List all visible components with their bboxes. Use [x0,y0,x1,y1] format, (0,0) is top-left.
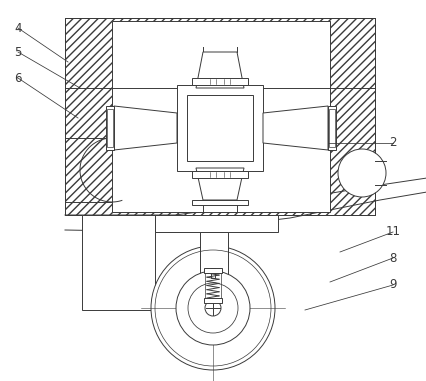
Bar [204,268,222,273]
Bar [210,268,215,278]
Polygon shape [196,52,243,88]
Bar [328,109,334,147]
Bar [187,95,253,161]
Polygon shape [262,106,327,150]
Circle shape [151,246,274,370]
Text: 11: 11 [385,226,400,239]
Bar [82,215,155,310]
Circle shape [337,149,385,197]
Polygon shape [114,106,177,150]
Text: 6: 6 [14,72,22,85]
Text: 8: 8 [389,251,396,264]
Bar [192,200,248,205]
Bar [106,106,114,150]
Circle shape [204,300,221,316]
Bar [65,18,374,215]
Circle shape [187,283,237,333]
Text: 9: 9 [389,279,396,291]
Bar [107,109,113,147]
Bar [204,298,222,303]
Polygon shape [196,168,243,200]
Bar [177,85,262,171]
Bar [192,78,248,85]
Circle shape [176,271,249,345]
Text: 4: 4 [14,21,22,35]
Bar [112,21,329,212]
Bar [199,232,227,278]
Bar [327,106,335,150]
Bar [155,215,277,232]
Bar [65,18,374,215]
Text: 2: 2 [389,136,396,149]
Text: 5: 5 [14,45,22,59]
Bar [192,171,248,178]
